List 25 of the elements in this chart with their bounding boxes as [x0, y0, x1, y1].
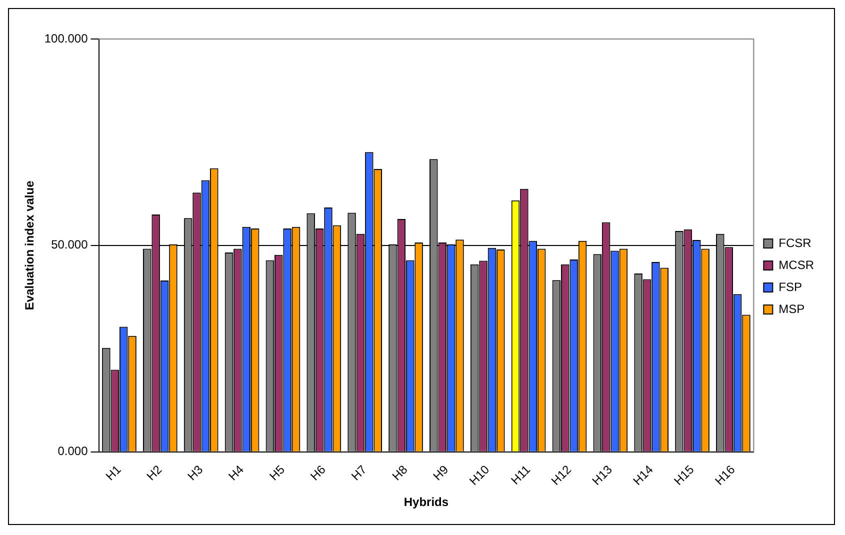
x-tick-label: H16 [712, 462, 738, 488]
x-tick-label: H12 [548, 462, 574, 488]
legend-label: MSP [778, 302, 805, 316]
x-tick-label: H2 [144, 462, 165, 484]
y-tick-label: 50.000 [51, 238, 88, 252]
x-tick-label: H13 [589, 462, 616, 488]
legend-label: FSP [778, 280, 802, 294]
x-tick-label: H5 [266, 462, 288, 484]
x-tick-label: H1 [102, 462, 124, 484]
x-tick-label: H15 [671, 462, 697, 488]
y-tick-label: 0.000 [58, 444, 88, 458]
x-tick-label: H9 [430, 462, 452, 484]
x-tick-label: H11 [508, 462, 534, 488]
legend-label: MCSR [778, 258, 814, 272]
x-axis-title: Hybrids [404, 495, 449, 510]
x-tick-label: H8 [389, 462, 410, 484]
y-axis-title: Evaluation index value [22, 180, 37, 310]
y-tick-label: 100.000 [44, 31, 88, 46]
x-tick-label: H14 [630, 462, 656, 488]
x-tick-label: H6 [308, 462, 329, 484]
legend-label: FCSR [778, 236, 812, 250]
x-tick-label: H7 [348, 462, 370, 484]
x-tick-label: H3 [184, 462, 206, 484]
x-tick-label: H4 [226, 462, 247, 484]
x-tick-label: H10 [466, 462, 492, 488]
